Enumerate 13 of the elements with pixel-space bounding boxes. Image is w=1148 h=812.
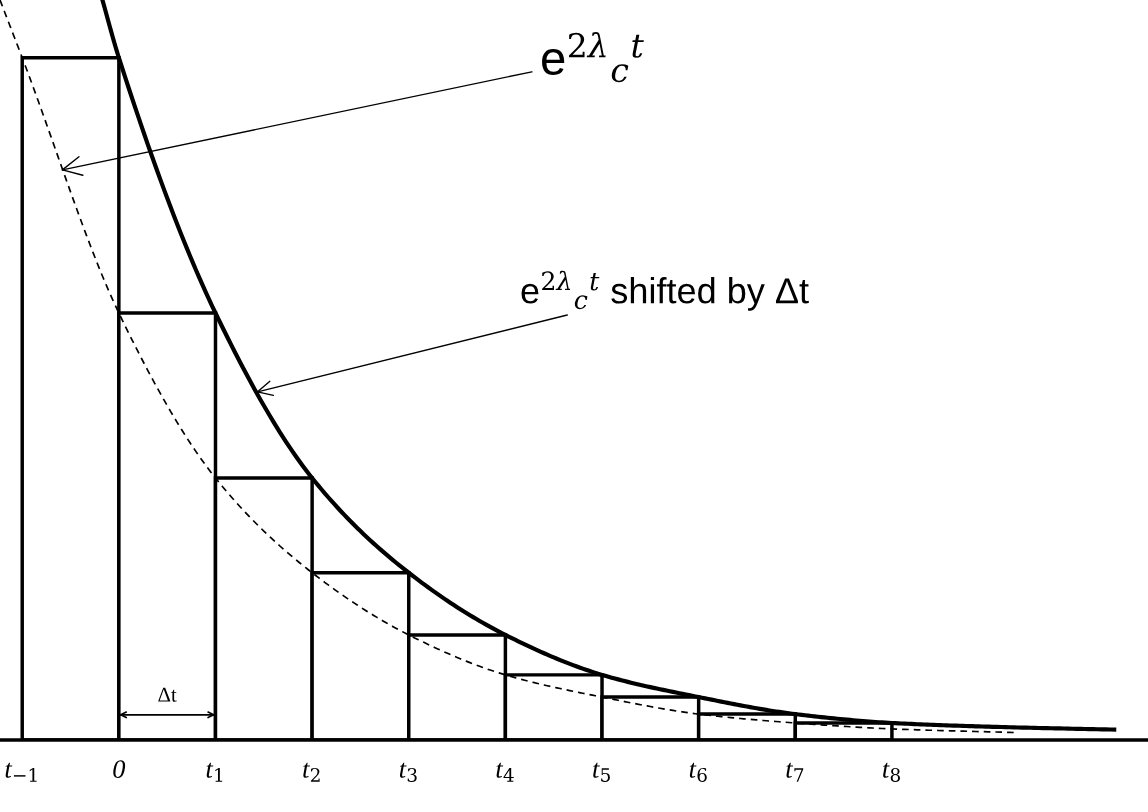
annotation: Δt (158, 687, 177, 702)
x-tick-label: 0 (113, 760, 126, 779)
x-tick-label: t$_{5}$ (593, 762, 610, 782)
x-tick-label: t$_{2}$ (303, 762, 320, 782)
x-tick-label: t$_{−1}$ (5, 762, 37, 782)
x-tick-label: t$_{1}$ (206, 762, 223, 782)
x-tick-label: t$_{3}$ (399, 762, 417, 782)
annotation: e$^{2λ}$$_{c}$$^{t}$ (542, 32, 644, 83)
annotation: e$^{2λ}$$_{c}$$^{t}$ shifted by Δt (521, 270, 809, 311)
x-tick-label: t$_{4}$ (496, 762, 514, 782)
x-tick-label: t$_{7}$ (786, 762, 804, 782)
x-tick-label: t$_{8}$ (883, 762, 900, 782)
x-tick-label: t$_{6}$ (689, 762, 707, 782)
